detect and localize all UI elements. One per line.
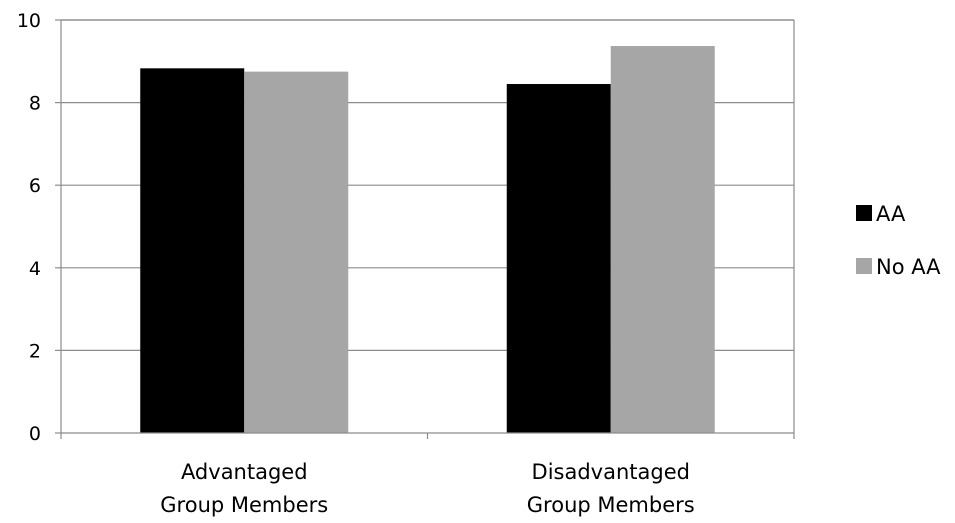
x-axis-category-labels: Advantaged Group Members Disadvantaged Grou…	[160, 460, 694, 517]
bar-no-aa-1	[244, 71, 349, 433]
y-tick-label: 4	[29, 258, 41, 280]
bar-aa-1	[140, 68, 245, 434]
x-category-label: Group Members	[527, 493, 695, 517]
axes	[55, 19, 795, 439]
y-tick-label: 0	[29, 423, 41, 445]
legend-swatch-aa	[856, 205, 872, 221]
y-tick-label: 10	[17, 10, 41, 32]
x-category-label: Group Members	[160, 493, 328, 517]
bar-no-aa-2	[610, 46, 715, 433]
y-axis-tick-labels: 0 2 4 6 8 10	[17, 10, 41, 445]
legend-swatch-no-aa	[856, 258, 872, 274]
legend-label: No AA	[876, 255, 941, 279]
y-tick-label: 6	[29, 175, 41, 197]
legend: AA No AA	[856, 202, 941, 279]
y-tick-label: 8	[29, 93, 41, 115]
bar-aa-2	[506, 84, 611, 433]
x-category-label: Advantaged	[181, 460, 308, 484]
bars	[140, 46, 715, 434]
x-category-label: Disadvantaged	[532, 460, 690, 484]
y-tick-label: 2	[29, 340, 41, 362]
legend-label: AA	[876, 202, 906, 226]
